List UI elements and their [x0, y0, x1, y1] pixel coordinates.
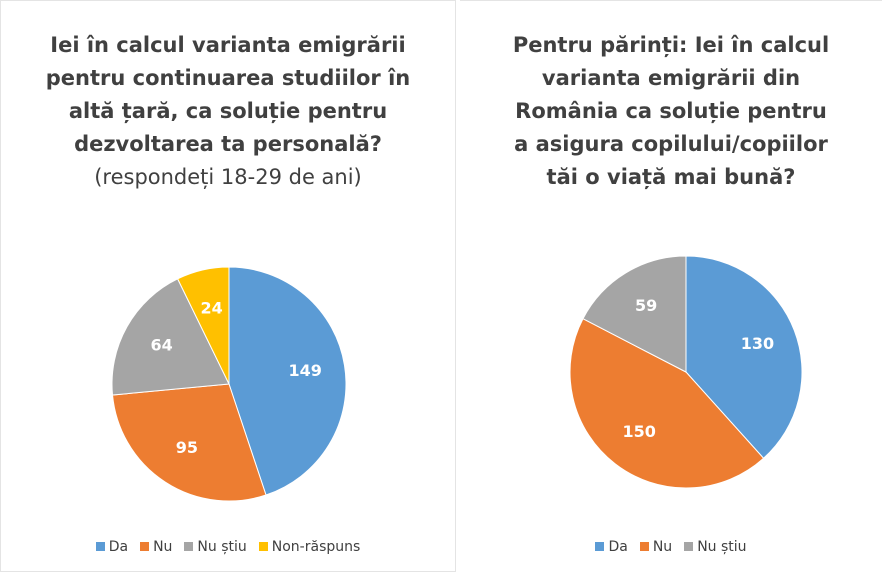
pie: 149 95 64 24 [111, 266, 347, 502]
legend-item: Non-răspuns [258, 539, 361, 555]
legend-item: Nu [140, 539, 172, 555]
data-label: 95 [176, 438, 198, 457]
data-label: 149 [289, 361, 322, 380]
chart-panel: Pentru părinți: Iei în calcul varianta e… [460, 0, 882, 572]
data-label: 130 [741, 334, 774, 353]
legend-swatch [595, 542, 605, 551]
legend-swatch [639, 542, 649, 551]
pie-slice [111, 383, 267, 502]
legend: Da Nu Nu știu [460, 539, 882, 555]
pie-slice [569, 318, 765, 489]
pie-slice [685, 255, 803, 459]
legend-item: Da [95, 539, 129, 555]
chart-title: Iei în calcul varianta emigrării pentru … [45, 33, 411, 156]
legend-item: Nu știu [684, 539, 747, 555]
pie-slice [582, 255, 687, 373]
legend-item: Da [595, 539, 628, 555]
legend-label: Nu știu [197, 539, 247, 555]
legend: Da Nu Nu știu Non-răspuns [1, 539, 455, 555]
pie-slice [228, 266, 347, 496]
chart-title: Pentru părinți: Iei în calcul varianta e… [512, 33, 830, 189]
legend-swatch [140, 542, 150, 551]
data-label: 150 [622, 422, 655, 441]
legend-label: Nu [652, 539, 673, 555]
legend-label: Da [108, 539, 129, 555]
chart-subtitle: (respondeți 18-29 de ani) [94, 165, 362, 189]
legend-swatch [184, 542, 194, 551]
data-label: 64 [151, 336, 173, 355]
data-label: 24 [200, 298, 222, 317]
legend-swatch [95, 542, 105, 551]
legend-swatch [258, 542, 268, 551]
legend-item: Nu [639, 539, 673, 555]
pie-slice [111, 278, 230, 396]
legend-swatch [684, 542, 694, 551]
legend-label: Non-răspuns [271, 539, 361, 555]
legend-label: Nu [153, 539, 173, 555]
legend-item: Nu știu [184, 539, 247, 555]
pie: 130 150 59 [569, 255, 803, 489]
legend-label: Da [608, 539, 628, 555]
pie-slice [176, 266, 230, 385]
legend-label: Nu știu [697, 539, 747, 555]
chart-panel: Iei în calcul varianta emigrării pentru … [0, 0, 456, 572]
data-label: 59 [635, 296, 657, 315]
